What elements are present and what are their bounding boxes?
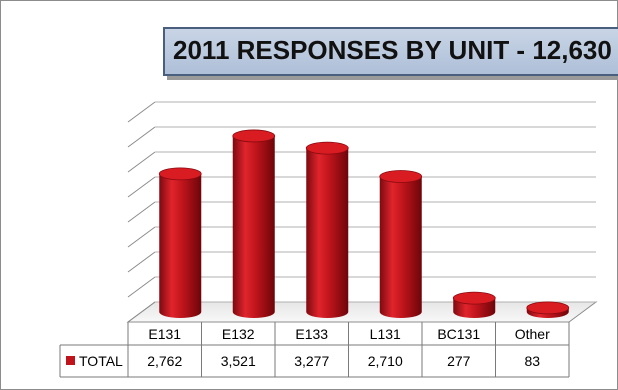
side-gridline <box>127 276 156 298</box>
data-label: 3,521 <box>221 353 256 369</box>
data-label: 83 <box>524 353 540 369</box>
category-label: L131 <box>370 326 401 342</box>
chart-title-box: 2011 RESPONSES BY UNIT - 12,630 <box>163 27 618 76</box>
bar-top <box>305 141 349 155</box>
side-gridline <box>127 226 156 248</box>
bar-top <box>232 129 276 143</box>
data-label: 2,710 <box>368 353 403 369</box>
legend-swatch <box>66 356 75 365</box>
side-gridline <box>127 126 156 148</box>
bar <box>306 148 349 318</box>
data-label: 2,762 <box>147 353 182 369</box>
bar <box>379 176 422 318</box>
side-gridline <box>127 301 156 323</box>
side-gridline <box>127 151 156 173</box>
chart-title: 2011 RESPONSES BY UNIT - 12,630 <box>173 35 612 65</box>
bar <box>159 173 202 318</box>
data-label: 3,277 <box>294 353 329 369</box>
side-gridline <box>127 251 156 273</box>
category-label: E133 <box>295 326 328 342</box>
side-gridline <box>127 201 156 223</box>
bar-top <box>526 301 570 315</box>
side-gridline <box>127 101 156 123</box>
category-label: Other <box>515 326 550 342</box>
category-label: BC131 <box>437 326 480 342</box>
bar <box>232 135 275 318</box>
bar-top <box>452 291 496 305</box>
category-label: E132 <box>222 326 255 342</box>
bar-top <box>379 170 423 183</box>
series-name: TOTAL <box>79 353 123 369</box>
bar-top <box>158 167 202 181</box>
data-label: 277 <box>447 353 471 369</box>
side-gridline <box>127 176 156 198</box>
category-label: E131 <box>148 326 181 342</box>
